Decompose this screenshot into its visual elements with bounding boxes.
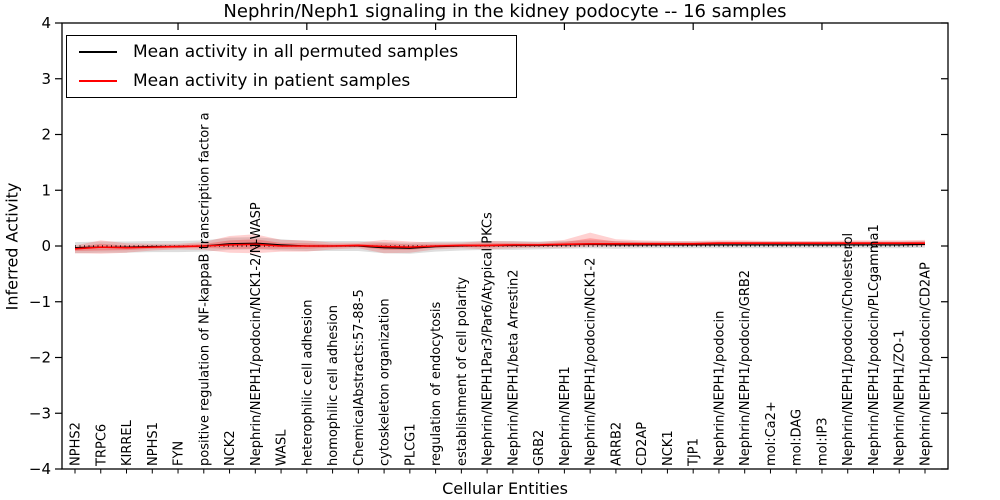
x-tick-label: homophilic cell adhesion xyxy=(326,305,341,466)
x-tick-label: heterophilic cell adhesion xyxy=(300,300,315,467)
x-tick-label: Nephrin/NEPH1Par3/Par6/Atypical PKCs xyxy=(481,212,496,466)
legend-line-sample xyxy=(79,80,117,83)
x-tick-label: cytoskeleton organization xyxy=(378,298,393,466)
y-axis-label: Inferred Activity xyxy=(2,182,22,311)
x-tick-label: TJP1 xyxy=(687,438,702,467)
x-tick-label: establishment of cell polarity xyxy=(455,277,470,466)
legend-line-sample xyxy=(79,50,117,53)
x-tick-label: PLCG1 xyxy=(403,423,418,466)
x-axis-label: Cellular Entities xyxy=(442,479,568,498)
legend-label: Mean activity in all permuted samples xyxy=(133,41,459,62)
x-tick-label: Nephrin/NEPH1/podocin/PLCgamma1 xyxy=(867,224,882,466)
x-tick-label: ARRB2 xyxy=(609,422,624,466)
y-tick-label: 3 xyxy=(41,70,51,88)
y-tick-label: 1 xyxy=(41,181,51,199)
legend-item-1: Mean activity in patient samples xyxy=(67,67,516,95)
x-tick-label: Nephrin/NEPH1/podocin/CD2AP xyxy=(919,262,934,466)
y-tick-label: −1 xyxy=(29,293,51,311)
x-tick-label: Nephrin/NEPH1/podocin/NCK1-2 xyxy=(584,258,599,466)
x-tick-label: Nephrin/NEPH1/podocin/Cholesterol xyxy=(841,233,856,466)
y-tick-label: −4 xyxy=(29,460,51,478)
x-tick-label: mol:IP3 xyxy=(815,417,830,466)
series-line-1 xyxy=(74,242,925,250)
x-tick-label: Nephrin/NEPH1/podocin/GRB2 xyxy=(738,270,753,466)
chart-title: Nephrin/Neph1 signaling in the kidney po… xyxy=(223,1,787,22)
x-tick-label: FYN xyxy=(172,441,187,466)
legend: Mean activity in all permuted samples Mea… xyxy=(66,35,517,98)
x-tick-label: NCK1 xyxy=(661,430,676,466)
x-tick-label: Nephrin/NEPH1/podocin xyxy=(712,311,727,466)
x-tick-label: GRB2 xyxy=(532,430,547,466)
x-tick-label: KIRREL xyxy=(120,419,135,466)
x-tick-label: ChemicalAbstracts:57-88-5 xyxy=(352,289,367,466)
y-tick-label: −3 xyxy=(29,404,51,422)
x-tick-label: Nephrin/NEPH1/beta Arrestin2 xyxy=(506,270,521,467)
x-tick-label: regulation of endocytosis xyxy=(429,301,444,466)
x-tick-label: WASL xyxy=(275,429,290,466)
legend-label: Mean activity in patient samples xyxy=(133,71,411,92)
x-tick-label: Nephrin/NEPH1 xyxy=(558,366,573,466)
x-tick-label: NPHS2 xyxy=(69,422,84,466)
y-tick-label: 2 xyxy=(41,126,51,144)
y-tick-label: 4 xyxy=(41,14,51,32)
x-tick-label: mol:Ca2+ xyxy=(764,401,779,466)
x-tick-label: CD2AP xyxy=(635,422,650,466)
x-tick-label: Nephrin/NEPH1/ZO-1 xyxy=(893,330,908,466)
x-tick-label: positive regulation of NF-kappaB transcr… xyxy=(197,112,212,466)
x-tick-label: TRPC6 xyxy=(94,424,109,467)
y-tick-label: 0 xyxy=(41,237,51,255)
x-tick-label: mol:DAG xyxy=(790,409,805,466)
x-tick-label: NPHS1 xyxy=(146,422,161,466)
y-tick-label: −2 xyxy=(29,349,51,367)
patient-confidence-band xyxy=(75,232,925,254)
x-tick-label: Nephrin/NEPH1/podocin/NCK1-2/N-WASP xyxy=(249,202,264,466)
x-tick-label: NCK2 xyxy=(223,430,238,466)
legend-item-0: Mean activity in all permuted samples xyxy=(67,38,516,66)
